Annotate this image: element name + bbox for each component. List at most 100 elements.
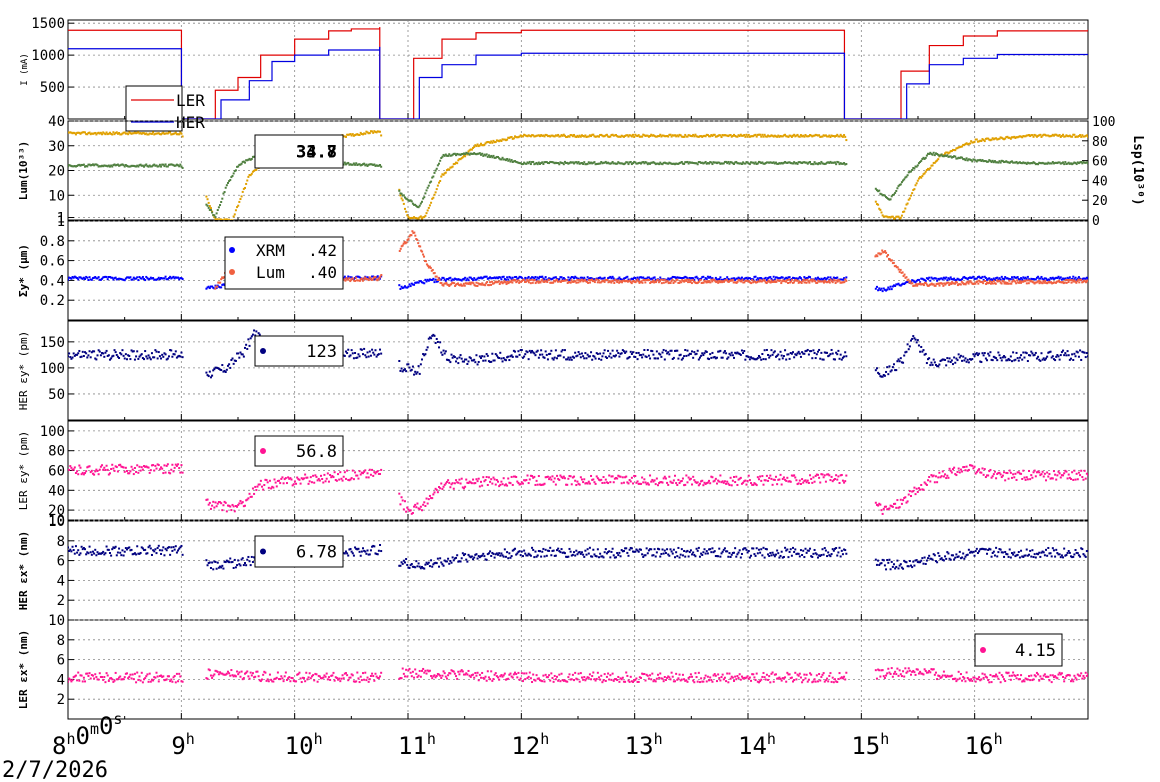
data-point [238,502,241,505]
data-point [727,356,730,359]
data-point [81,277,84,280]
data-point [122,164,125,167]
data-point [761,133,764,136]
data-point [681,477,684,480]
data-point [491,141,494,144]
data-point [360,348,363,351]
data-point [641,276,644,279]
data-point [233,510,236,513]
data-point [570,279,573,282]
data-point [970,140,973,143]
data-point [994,282,997,285]
data-point [735,277,738,280]
data-point [979,158,982,161]
data-point [352,134,355,137]
data-point [586,135,589,138]
data-point [897,185,900,188]
data-point [403,241,406,244]
data-point [1046,279,1049,282]
data-point [251,333,254,336]
data-point [361,353,364,356]
data-point [629,134,632,137]
data-point [175,133,178,136]
data-point [947,360,950,363]
data-point [459,283,462,286]
data-point [238,356,241,359]
data-point [938,284,941,287]
data-point [1055,161,1058,164]
data-point [776,276,779,279]
data-point [1038,277,1041,280]
data-point [417,206,420,209]
data-point [930,276,933,279]
data-point [116,132,119,135]
data-point [951,363,954,366]
data-point [720,278,723,281]
data-point [788,161,791,164]
data-point [832,135,835,138]
data-point [897,215,900,218]
data-point [143,165,146,168]
data-point [1081,162,1084,165]
data-point [779,350,782,353]
data-point [221,197,224,200]
data-point [145,465,148,468]
data-point [172,164,175,167]
data-point [618,475,621,478]
data-point [590,351,593,354]
data-point [1073,133,1076,136]
data-point [711,351,714,354]
data-point [456,481,459,484]
data-point [684,133,687,136]
data-point [497,156,500,159]
data-point [771,161,774,164]
data-point [118,164,121,167]
data-point [981,281,984,284]
data-point [419,280,422,283]
data-point [351,469,354,472]
data-point [916,284,919,287]
data-point [794,162,797,165]
data-point [103,276,106,279]
data-point [494,483,497,486]
data-point [99,131,102,134]
data-point [611,349,614,352]
data-point [486,354,489,357]
data-point [174,463,177,466]
data-point [801,280,804,283]
data-point [221,283,224,286]
data-point [89,356,92,359]
data-point [691,483,694,486]
data-point [777,134,780,137]
data-point [1042,278,1045,281]
data-point [992,279,995,282]
data-point [546,358,549,361]
data-point [1032,354,1035,357]
data-point [576,278,579,281]
data-point [543,280,546,283]
data-point [253,155,256,158]
data-point [930,152,933,155]
data-point [484,142,487,145]
data-point [803,276,806,279]
data-point [514,276,517,279]
data-point [76,353,79,356]
data-point [516,278,519,281]
data-point [541,278,544,281]
data-point [962,143,965,146]
data-point [577,350,580,353]
data-point [537,277,540,280]
data-point [104,351,107,354]
data-point [674,280,677,283]
data-point [1003,138,1006,141]
data-point [972,141,975,144]
data-point [175,464,178,467]
data-point [697,135,700,138]
data-point [836,280,839,283]
data-point [128,131,131,134]
data-point [693,351,696,354]
y-right-tick-label: 80 [1092,135,1108,150]
data-point [574,479,577,482]
data-point [652,353,655,356]
data-point [223,218,226,220]
